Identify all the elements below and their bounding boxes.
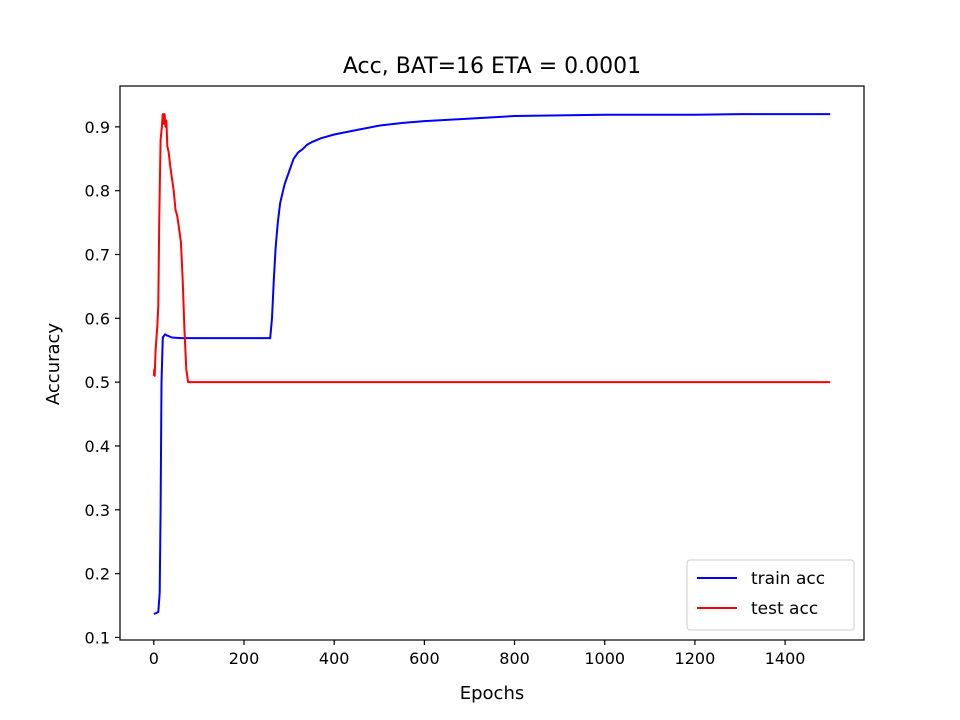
series-line-test-acc bbox=[152, 113, 831, 384]
y-axis-label: Accuracy bbox=[43, 323, 64, 406]
legend-label-test-acc: test acc bbox=[751, 599, 818, 619]
y-tick-label: 0.4 bbox=[85, 437, 110, 456]
y-tick-label: 0.7 bbox=[85, 245, 110, 264]
series-line-train-acc bbox=[153, 113, 831, 615]
legend: train acc test acc bbox=[686, 559, 855, 631]
x-tick-label: 1000 bbox=[584, 649, 625, 668]
legend-label-train-acc: train acc bbox=[751, 569, 825, 589]
x-axis-label: Epochs bbox=[460, 683, 525, 704]
y-tick-label: 0.8 bbox=[85, 182, 110, 201]
y-tick-label: 0.9 bbox=[85, 118, 110, 137]
plot-area bbox=[152, 113, 831, 615]
y-tick-label: 0.2 bbox=[85, 565, 110, 584]
y-tick-label: 0.6 bbox=[85, 309, 110, 328]
x-tick-label: 1400 bbox=[765, 649, 806, 668]
x-tick-label: 0 bbox=[149, 649, 159, 668]
x-tick-label: 1200 bbox=[675, 649, 716, 668]
axes: 0 200 400 600 800 1000 1200 1400 0.1 0.2 0.3 0.4 0.5… bbox=[85, 85, 865, 668]
axes-frame bbox=[119, 85, 865, 641]
y-tick-label: 0.3 bbox=[85, 501, 110, 520]
x-tick-label: 200 bbox=[229, 649, 260, 668]
chart-title: Acc, BAT=16 ETA = 0.0001 bbox=[343, 54, 641, 79]
x-tick-label: 800 bbox=[499, 649, 530, 668]
x-tick-label: 600 bbox=[409, 649, 440, 668]
x-tick-label: 400 bbox=[319, 649, 350, 668]
y-tick-label: 0.5 bbox=[85, 373, 110, 392]
y-tick-label: 0.1 bbox=[85, 628, 110, 647]
